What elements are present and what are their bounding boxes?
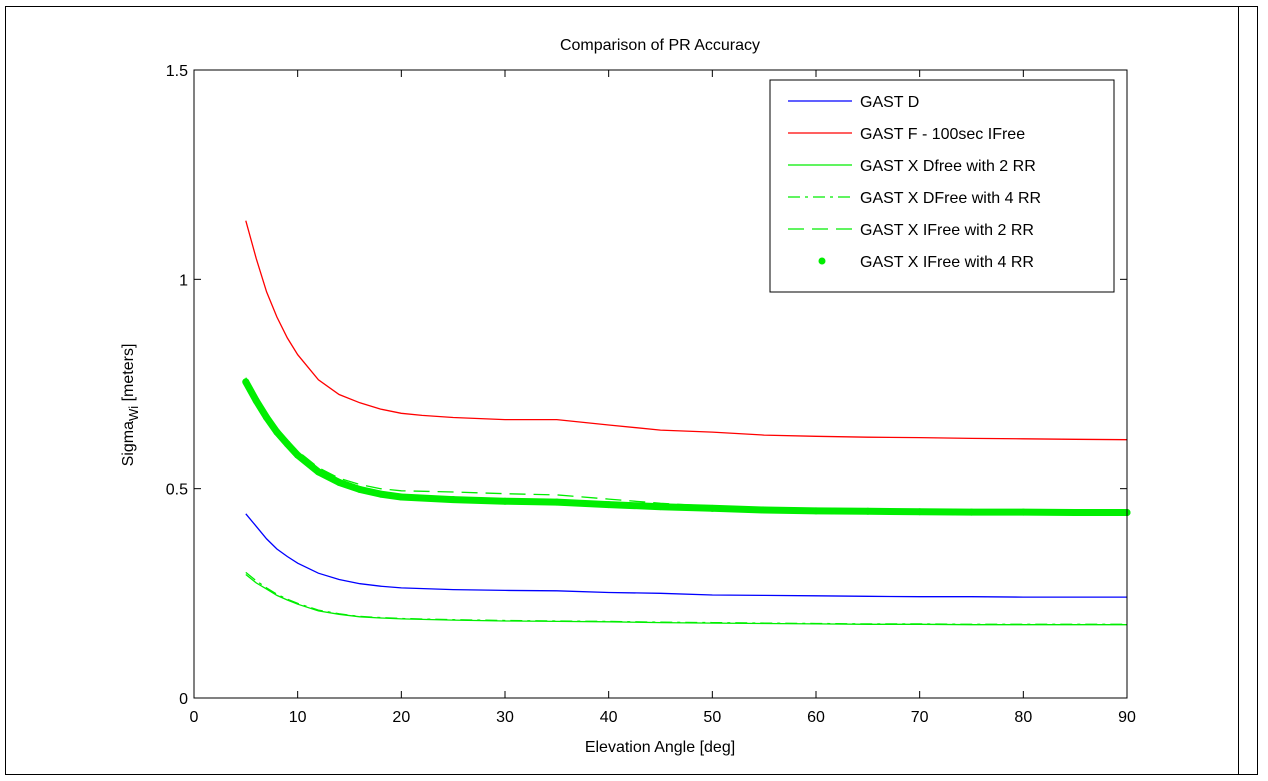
data-point (314, 468, 322, 476)
x-tick-label: 20 (392, 709, 410, 726)
data-point (968, 508, 975, 516)
data-point (335, 478, 343, 486)
series-line (245, 571, 1127, 625)
series-gast-x-dfree-with-4-rr (245, 571, 1127, 625)
data-point (708, 504, 716, 512)
data-point (273, 428, 281, 436)
axis-ticks: 0 10 20 30 40 50 60 70 80 90 0 0.5 1 1.5 (166, 63, 1136, 726)
x-tick-label: 70 (911, 709, 929, 726)
y-tick-label: 0.5 (166, 482, 188, 499)
data-point (449, 496, 457, 504)
y-axis-label-main: Sigma (120, 421, 137, 466)
legend-item: GAST F - 100sec IFree (788, 126, 1025, 143)
chart-title: Comparison of PR Accuracy (560, 37, 760, 54)
figure-frame (5, 6, 1258, 775)
data-point (397, 493, 405, 501)
legend-marker (818, 257, 826, 265)
data-point (501, 497, 509, 505)
legend-box (769, 79, 1115, 293)
x-tick-label: 50 (703, 709, 721, 726)
y-tick-label: 1.5 (166, 63, 188, 80)
legend-label: GAST X IFree with 2 RR (860, 222, 1034, 239)
legend-label: GAST X IFree with 4 RR (860, 254, 1034, 271)
series-gast-f-100sec-ifree (245, 220, 1128, 441)
x-tick-label: 0 (190, 709, 199, 726)
data-point (864, 507, 872, 515)
data-point (553, 498, 561, 506)
x-tick-label: 80 (1014, 709, 1032, 726)
legend-label: GAST X DFree with 4 RR (860, 190, 1041, 207)
legend-item: GAST X Dfree with 2 RR (788, 158, 1036, 175)
x-tick-label: 60 (807, 709, 825, 726)
data-point (1071, 509, 1079, 517)
data-point (263, 413, 271, 421)
legend-item: GAST D (788, 94, 919, 111)
x-tick-label: 40 (600, 709, 618, 726)
legend-item: GAST X DFree with 4 RR (788, 190, 1041, 207)
data-point (377, 490, 385, 498)
y-axis-label: SigmaWi [meters] (120, 344, 141, 467)
legend-label: GAST D (860, 94, 919, 111)
legend-label: GAST F - 100sec IFree (860, 126, 1025, 143)
legend-item: GAST X IFree with 2 RR (788, 222, 1034, 239)
figure-right-border (1238, 6, 1239, 775)
data-point (916, 508, 924, 516)
data-point (356, 486, 364, 494)
data-point (605, 501, 613, 509)
data-point (657, 503, 664, 511)
y-tick-label: 0 (179, 691, 188, 708)
series-line (245, 220, 1128, 441)
y-axis-label-subscript: Wi (126, 406, 141, 421)
legend: GAST D GAST F - 100sec IFree GAST X Dfree … (769, 79, 1115, 293)
x-tick-label: 10 (289, 709, 307, 726)
x-tick-label: 30 (496, 709, 514, 726)
data-point (252, 397, 260, 405)
y-axis-label-unit: [meters] (120, 344, 137, 406)
data-point (1019, 508, 1027, 516)
series-gast-x-ifree-with-4-rr (242, 378, 1131, 517)
data-point (760, 506, 768, 514)
series-layer (242, 220, 1131, 626)
plot-area (193, 69, 1128, 699)
series-gast-d (245, 513, 1127, 598)
data-point (294, 451, 302, 459)
legend-item: GAST X IFree with 4 RR (818, 254, 1034, 271)
x-axis-label: Elevation Angle [deg] (585, 739, 735, 756)
y-tick-label: 1 (179, 272, 188, 289)
series-line (245, 513, 1127, 598)
data-point (283, 440, 291, 448)
data-point (812, 507, 820, 515)
data-point (242, 378, 250, 386)
x-tick-label: 90 (1118, 709, 1136, 726)
legend-label: GAST X Dfree with 2 RR (860, 158, 1036, 175)
